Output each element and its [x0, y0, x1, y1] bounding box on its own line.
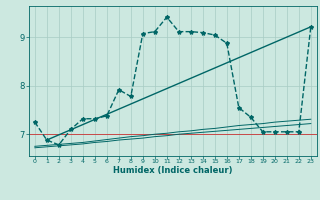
X-axis label: Humidex (Indice chaleur): Humidex (Indice chaleur): [113, 166, 233, 175]
